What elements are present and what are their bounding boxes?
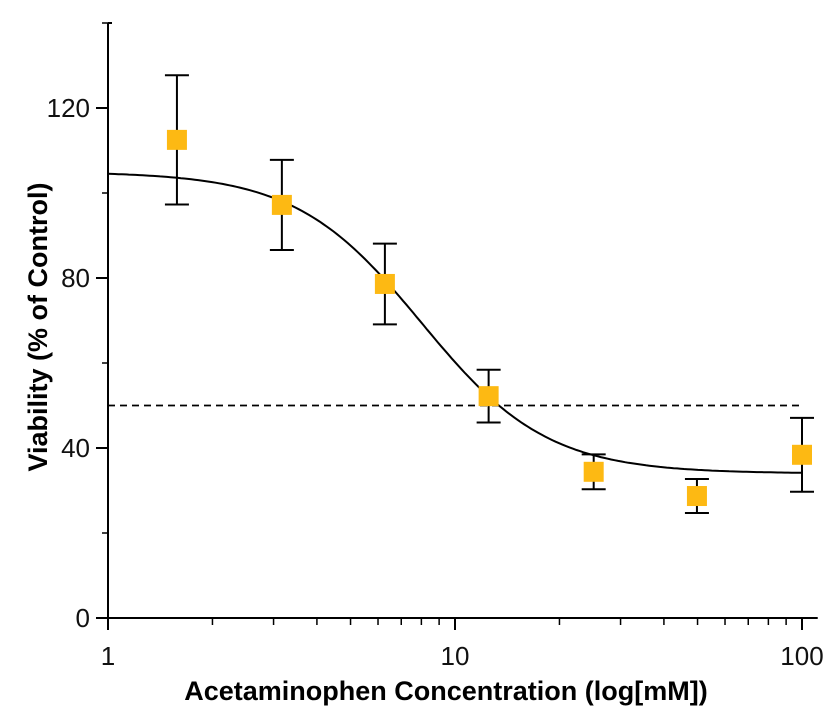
data-point bbox=[583, 461, 604, 482]
data-point bbox=[166, 129, 187, 150]
y-tick-label: 120 bbox=[47, 93, 90, 123]
data-point bbox=[271, 194, 292, 215]
marks bbox=[107, 74, 814, 515]
fit-curve bbox=[107, 172, 802, 474]
y-tick-label: 40 bbox=[61, 433, 90, 463]
axes: 1 10 100 0 40 80 120 bbox=[47, 22, 824, 671]
data-point bbox=[478, 386, 499, 407]
data-point bbox=[686, 486, 707, 507]
y-tick-label: 80 bbox=[61, 263, 90, 293]
x-axis-title: Acetaminophen Concentration (log[mM]) bbox=[184, 676, 707, 706]
x-tick-label: 1 bbox=[101, 641, 115, 671]
x-tick-label: 10 bbox=[441, 641, 470, 671]
data-point bbox=[792, 444, 812, 465]
x-tick-label: 100 bbox=[780, 641, 823, 671]
y-tick-label: 0 bbox=[76, 603, 90, 633]
y-axis-title: Viability (% of Control) bbox=[23, 183, 53, 472]
data-point bbox=[374, 273, 395, 294]
